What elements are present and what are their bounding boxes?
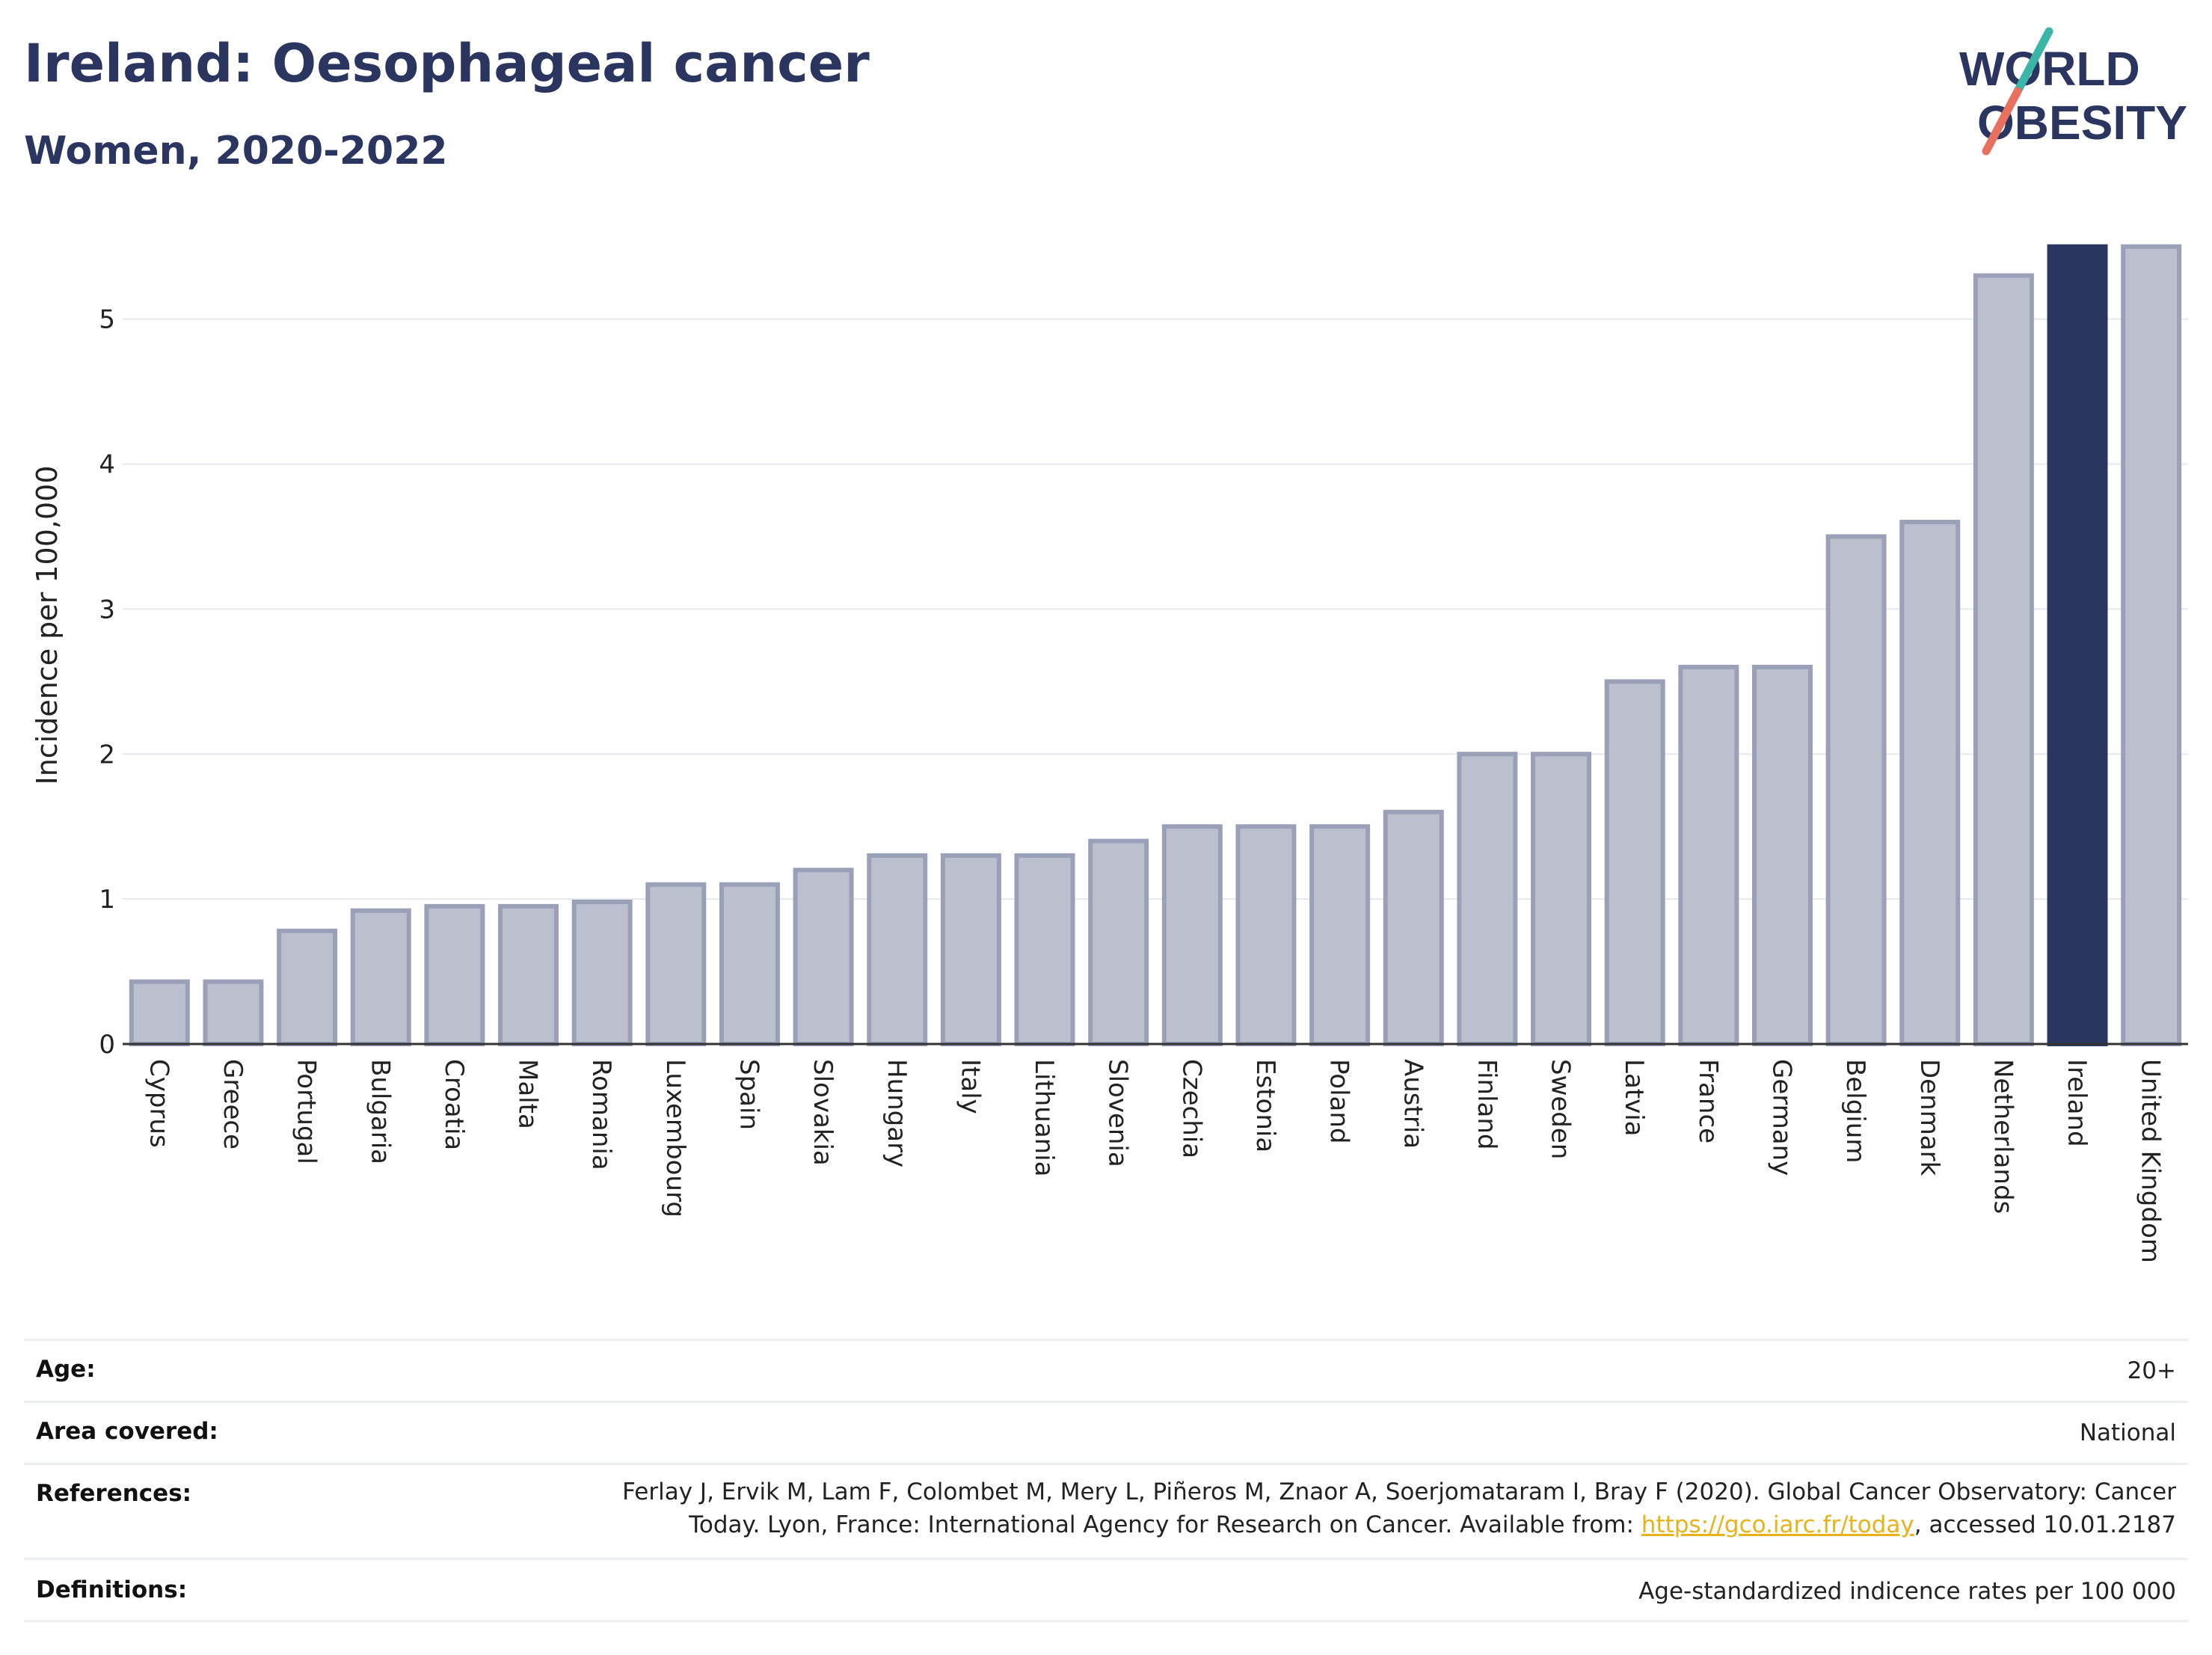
bar-austria — [1383, 809, 1444, 1046]
x-tick-label: Ireland — [2062, 1059, 2092, 1147]
x-tick-label: Belgium — [1840, 1059, 1870, 1163]
bar-netherlands — [1973, 273, 2034, 1046]
bar-luxembourg — [645, 882, 707, 1047]
x-tick-label: Italy — [955, 1059, 985, 1114]
bar-ireland — [2047, 244, 2108, 1046]
x-tick-label: Croatia — [439, 1059, 469, 1150]
bar-hungary — [867, 853, 928, 1047]
x-tick-label: Estonia — [1250, 1059, 1280, 1152]
bar-italy — [940, 853, 1001, 1047]
x-tick-label: United Kingdom — [2136, 1059, 2166, 1263]
x-tick-label: Portugal — [292, 1059, 322, 1164]
bar-france — [1678, 664, 1739, 1046]
page-title: Ireland: Oesophageal cancer — [24, 33, 870, 94]
meta-table: Age: 20+ Area covered: National Referenc… — [24, 1339, 2188, 1625]
bar-slovenia — [1088, 838, 1149, 1046]
x-tick-label: Bulgaria — [365, 1059, 395, 1164]
bar-lithuania — [1014, 853, 1075, 1047]
bar-united-kingdom — [2121, 244, 2182, 1046]
logo-slash-teal — [2013, 27, 2053, 96]
bar-romania — [571, 900, 633, 1047]
bar-portugal — [277, 928, 338, 1046]
y-tick-label: 5 — [99, 305, 115, 335]
x-tick-label: Malta — [513, 1059, 543, 1129]
x-tick-label: Cyprus — [144, 1059, 173, 1148]
x-tick-label: Denmark — [1914, 1059, 1944, 1176]
page-subtitle: Women, 2020-2022 — [24, 129, 448, 174]
y-tick-label: 0 — [99, 1030, 115, 1060]
references-line-2-suffix: , accessed 10.01.2187 — [1914, 1511, 2176, 1538]
bar-poland — [1309, 824, 1371, 1047]
references-link[interactable]: https://gco.iarc.fr/today — [1641, 1511, 1914, 1538]
x-tick-label: Latvia — [1619, 1059, 1649, 1137]
x-tick-label: Austria — [1398, 1059, 1428, 1149]
world-obesity-logo: WORLD OBESITY — [1959, 27, 2187, 156]
bar-estonia — [1235, 824, 1297, 1047]
x-tick-label: Spain — [734, 1059, 764, 1130]
logo-slash-coral — [1982, 87, 2022, 156]
references-value: Ferlay J, Ervik M, Lam F, Colombet M, Me… — [622, 1476, 2176, 1541]
references-line-2-text: Today. Lyon, France: International Agenc… — [689, 1511, 1641, 1538]
y-tick-label: 2 — [99, 740, 115, 770]
definitions-value: Age-standardized indicence rates per 100… — [1638, 1578, 2176, 1605]
bar-malta — [498, 903, 559, 1046]
bar-bulgaria — [350, 908, 411, 1046]
y-tick-label: 1 — [99, 885, 115, 915]
y-tick-label: 4 — [99, 450, 115, 480]
area-value: National — [2079, 1419, 2176, 1446]
x-tick-label: Germany — [1766, 1059, 1796, 1176]
bar-sweden — [1531, 752, 1592, 1046]
references-label: References: — [36, 1480, 192, 1507]
logo-word-world: WORLD — [1959, 42, 2140, 96]
x-tick-label: Slovenia — [1103, 1059, 1133, 1167]
bar-cyprus — [129, 979, 190, 1047]
x-tick-label: Czechia — [1176, 1059, 1206, 1158]
bar-chart: 0 1 2 3 4 5 Cyprus Greece Portugal Bulgaria Croati… — [31, 244, 2188, 1263]
meta-row-area: Area covered: National — [24, 1403, 2188, 1465]
axes: 0 1 2 3 4 5 Cyprus Greece Portugal Bulgaria Croati… — [99, 305, 2188, 1263]
x-tick-label: Luxembourg — [660, 1059, 690, 1218]
bar-spain — [719, 882, 780, 1047]
bars — [129, 244, 2182, 1047]
x-tick-label: Finland — [1472, 1059, 1502, 1150]
area-label: Area covered: — [36, 1418, 218, 1445]
bar-belgium — [1825, 534, 1887, 1046]
bar-latvia — [1604, 679, 1665, 1046]
bar-croatia — [424, 903, 485, 1046]
x-tick-label: Greece — [218, 1059, 248, 1149]
bar-germany — [1751, 664, 1813, 1046]
references-line-1: Ferlay J, Ervik M, Lam F, Colombet M, Me… — [622, 1479, 2176, 1505]
bar-greece — [203, 979, 264, 1047]
x-tick-label: Hungary — [882, 1059, 912, 1167]
y-axis-title: Incidence per 100,000 — [31, 465, 64, 784]
references-line-2: Today. Lyon, France: International Agenc… — [622, 1508, 2176, 1541]
bar-czechia — [1161, 824, 1223, 1047]
y-tick-label: 3 — [99, 595, 115, 624]
definitions-label: Definitions: — [36, 1576, 188, 1603]
x-tick-label: Romania — [586, 1059, 616, 1170]
meta-row-age: Age: 20+ — [24, 1341, 2188, 1403]
x-tick-label: France — [1693, 1059, 1723, 1143]
x-tick-label: Sweden — [1546, 1059, 1576, 1159]
meta-row-definitions: Definitions: Age-standardized indicence … — [24, 1560, 2188, 1622]
x-tick-label: Slovakia — [808, 1059, 838, 1166]
x-tick-label: Poland — [1324, 1059, 1354, 1144]
age-label: Age: — [36, 1356, 96, 1383]
x-tick-label: Lithuania — [1029, 1059, 1059, 1176]
meta-row-references: References: Ferlay J, Ervik M, Lam F, Co… — [24, 1465, 2188, 1560]
age-value: 20+ — [2127, 1357, 2176, 1384]
bar-denmark — [1899, 520, 1961, 1046]
bar-slovakia — [793, 868, 854, 1046]
bar-finland — [1457, 752, 1518, 1046]
x-tick-label: Netherlands — [1988, 1059, 2018, 1214]
